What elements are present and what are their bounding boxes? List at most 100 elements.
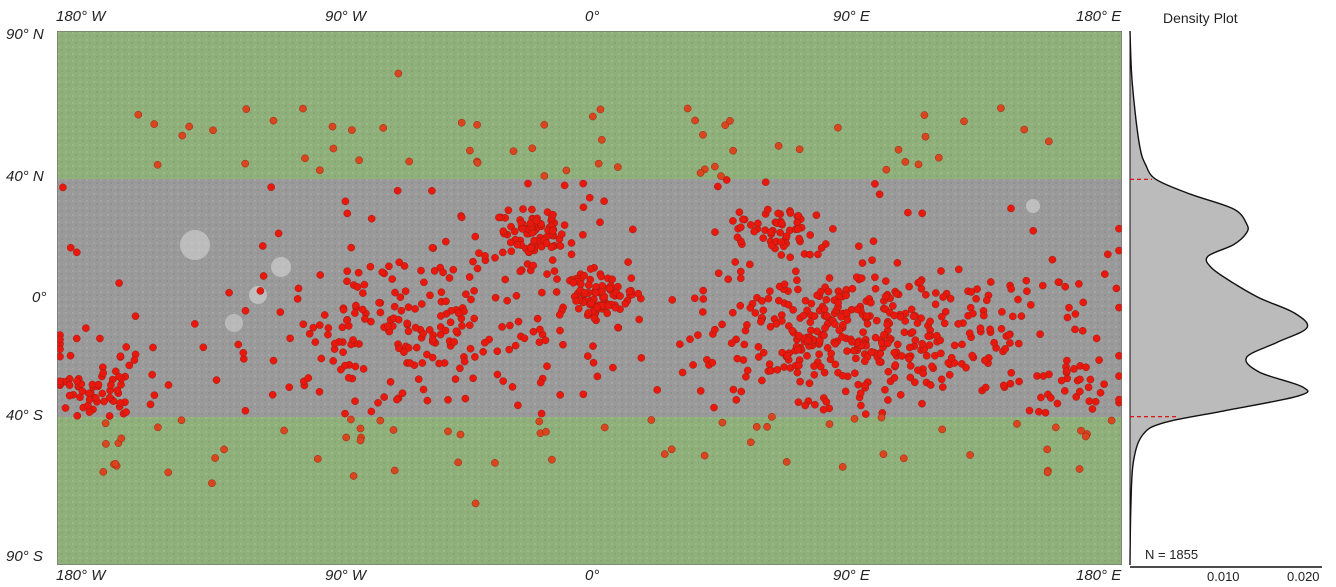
scatter-point (976, 324, 985, 333)
scatter-point (57, 345, 64, 353)
scatter-point (877, 413, 886, 422)
scatter-point (842, 309, 851, 317)
volcano-ascraeus (271, 257, 291, 277)
scatter-point (853, 305, 862, 314)
scatter-point (574, 304, 583, 313)
scatter-point (511, 341, 520, 350)
scatter-point (293, 295, 302, 303)
scatter-point (1082, 432, 1090, 441)
scatter-point (711, 325, 719, 334)
scatter-point (72, 334, 81, 343)
scatter-point (473, 264, 482, 273)
lat-label-90n: 90° N (6, 26, 44, 43)
scatter-point (854, 380, 863, 389)
scatter-point (428, 186, 436, 195)
scatter-point (721, 121, 730, 129)
scatter-point (567, 239, 576, 247)
scatter-point (101, 419, 110, 428)
scatter-point (430, 267, 439, 275)
scatter-point (718, 320, 726, 329)
lon-label-bottom-180w: 180° W (56, 567, 106, 584)
scatter-point (905, 354, 913, 363)
scatter-point (446, 318, 455, 327)
scatter-point (889, 302, 897, 310)
scatter-point (536, 378, 545, 387)
scatter-point (909, 312, 918, 321)
scatter-point (867, 348, 876, 356)
scatter-point (926, 317, 934, 326)
scatter-point (773, 365, 782, 374)
scatter-point (584, 352, 592, 360)
scatter-point (997, 324, 1006, 333)
scatter-point (880, 330, 888, 339)
scatter-point (882, 277, 890, 285)
scatter-point (556, 391, 565, 399)
scatter-point (735, 208, 744, 216)
scatter-point (729, 385, 738, 394)
density-curve (1129, 31, 1309, 566)
scatter-point (419, 385, 428, 394)
scatter-point (767, 228, 775, 236)
scatter-point (556, 242, 565, 250)
scatter-point (940, 319, 949, 328)
scatter-point (548, 455, 556, 464)
scatter-point (754, 343, 763, 351)
scatter-point (733, 233, 742, 242)
scatter-point (456, 364, 464, 373)
scatter-point (1006, 379, 1015, 388)
scatter-point (925, 341, 934, 349)
scatter-point (711, 228, 719, 236)
scatter-point (542, 239, 551, 247)
scatter-point (793, 368, 802, 377)
scatter-point (154, 423, 162, 432)
scatter-point (939, 293, 947, 301)
scatter-point (842, 291, 850, 300)
scatter-point (528, 205, 536, 214)
scatter-point (765, 360, 774, 369)
scatter-point (356, 424, 365, 433)
scatter-point (596, 105, 605, 114)
scatter-point (557, 230, 566, 238)
scatter-point (861, 357, 869, 366)
scatter-point (1101, 270, 1109, 278)
scatter-point (882, 165, 891, 174)
lat-label-40n: 40° N (6, 168, 44, 185)
scatter-point (347, 243, 356, 252)
scatter-point (629, 225, 637, 234)
scatter-point (761, 178, 770, 186)
scatter-point (997, 104, 1005, 112)
scatter-point (901, 317, 910, 325)
scatter-point (315, 387, 324, 396)
scatter-point (917, 284, 926, 293)
scatter-point (505, 345, 514, 354)
scatter-point (1029, 226, 1038, 235)
sample-count: N = 1855 (1145, 547, 1199, 562)
scatter-point (461, 394, 470, 403)
scatter-point (767, 366, 775, 375)
scatter-point (130, 356, 139, 364)
scatter-point (57, 335, 64, 344)
scatter-point (577, 280, 585, 288)
scatter-point (1035, 407, 1043, 416)
scatter-point (806, 250, 814, 259)
scatter-point (552, 288, 561, 296)
scatter-point (543, 362, 551, 371)
scatter-point (647, 416, 656, 424)
scatter-point (393, 186, 402, 195)
volcano-relief (180, 199, 1040, 332)
scatter-point (852, 354, 860, 363)
scatter-point (807, 326, 815, 335)
scatter-point (423, 396, 432, 405)
scatter-point (922, 290, 930, 299)
scatter-point (819, 405, 828, 414)
scatter-point (1107, 416, 1116, 425)
scatter-point (795, 331, 803, 340)
scatter-point (806, 231, 815, 239)
scatter-point (506, 238, 515, 247)
scatter-point (596, 218, 604, 227)
scatter-point (98, 389, 107, 398)
scatter-point (208, 479, 216, 488)
scatter-point (538, 288, 546, 297)
scatter-point (906, 373, 915, 382)
scatter-point (780, 280, 789, 289)
